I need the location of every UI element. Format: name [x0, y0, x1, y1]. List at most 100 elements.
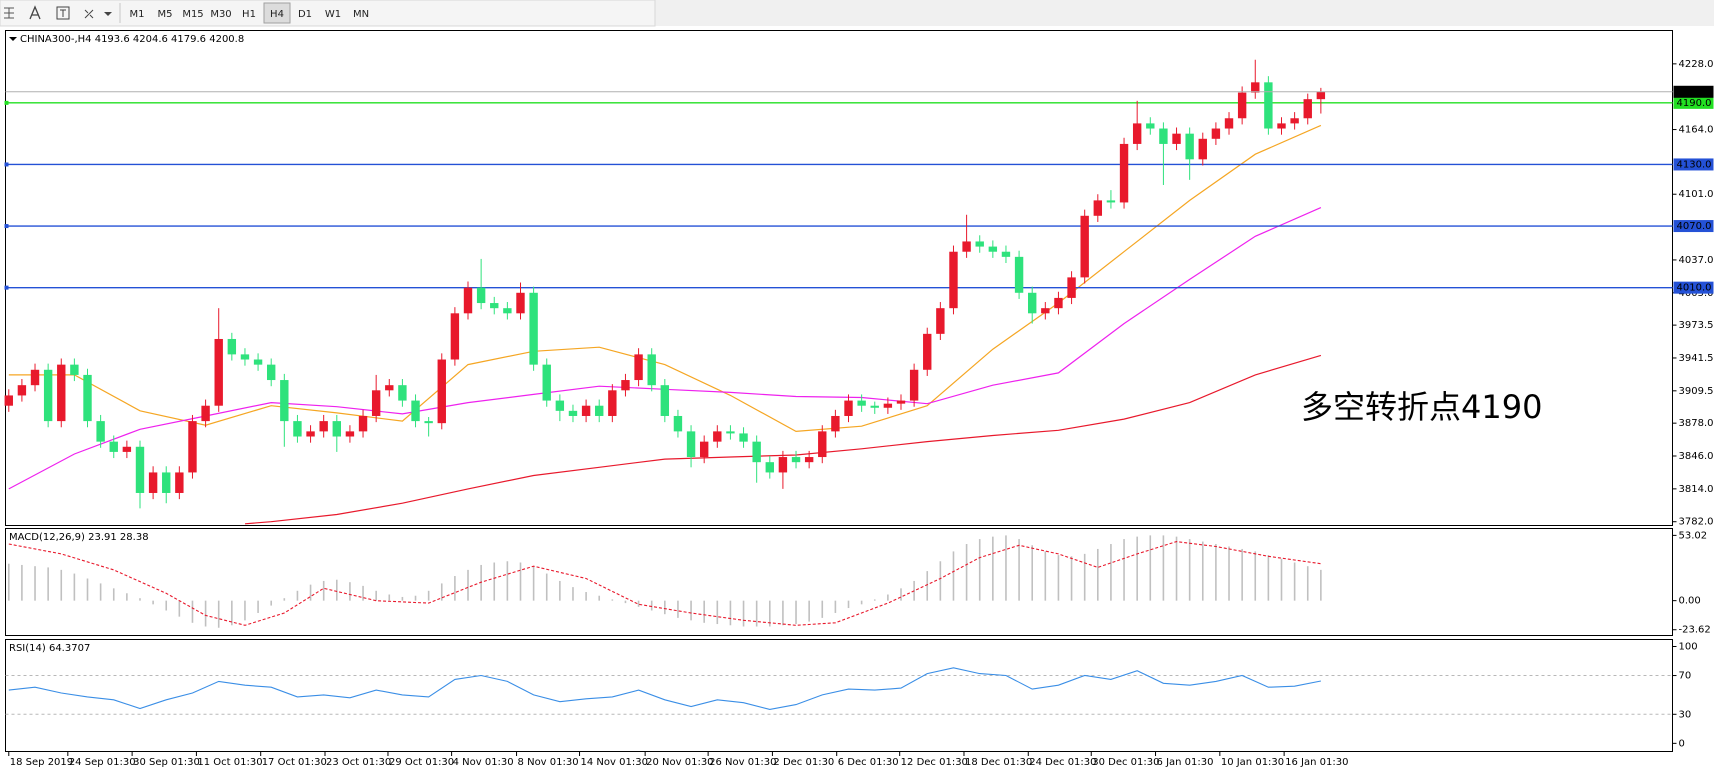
candle-body	[909, 369, 919, 401]
level-handle	[4, 224, 9, 229]
candle-body	[450, 313, 460, 360]
y-tick-label: 53.02	[1679, 530, 1708, 541]
candle-body	[1264, 82, 1273, 129]
x-tick-label: 12 Dec 01:30	[901, 757, 968, 768]
candle-body	[1106, 200, 1116, 203]
candle-body	[135, 446, 145, 493]
timeframe-label[interactable]: H4	[270, 9, 284, 20]
level-label: 4070.0	[1677, 221, 1712, 232]
x-tick-label: 4 Nov 01:30	[453, 757, 514, 768]
candle-body	[647, 354, 656, 386]
y-tick-label: 30	[1679, 709, 1692, 720]
x-tick-label: 6 Dec 01:30	[838, 757, 899, 768]
timeframe-button[interactable]	[263, 2, 291, 24]
candle-body	[844, 400, 853, 416]
tool-label[interactable]	[56, 6, 70, 20]
candle-body	[358, 415, 368, 432]
x-tick-label: 18 Dec 01:30	[965, 757, 1032, 768]
candle-body	[437, 359, 446, 424]
candle-body	[1119, 143, 1129, 203]
candle-body	[83, 374, 92, 422]
candle-body	[424, 421, 433, 424]
x-tick-label: 24 Dec 01:30	[1029, 757, 1096, 768]
x-tick-label: 30 Sep 01:30	[133, 757, 200, 768]
y-tick-label: 0	[1679, 738, 1685, 749]
candle-body	[1224, 118, 1234, 129]
chart-title: CHINA300-,H4 4193.6 4204.6 4179.6 4200.8	[20, 34, 244, 45]
x-tick-label: 18 Sep 2019	[10, 757, 73, 768]
timeframe-label[interactable]: H1	[242, 9, 256, 20]
candle-body	[949, 251, 958, 309]
timeframe-label[interactable]: W1	[325, 9, 341, 20]
y-tick-label: 3846.0	[1679, 451, 1714, 462]
candle-body	[1277, 123, 1286, 129]
x-tick-label: 20 Nov 01:30	[646, 757, 713, 768]
candle-body	[726, 431, 735, 434]
y-tick-label: 4228.0	[1679, 59, 1714, 70]
x-tick-label: 11 Oct 01:30	[197, 757, 262, 768]
y-tick-label: 100	[1679, 641, 1698, 652]
signal-line	[8, 541, 1321, 626]
candle-body	[634, 354, 643, 381]
y-tick-label: 3909.5	[1679, 386, 1714, 397]
candle-body	[699, 441, 709, 458]
main-panel	[5, 30, 1673, 526]
moving-average	[244, 354, 1322, 525]
candle-body	[555, 400, 565, 411]
y-tick-label: 70	[1679, 671, 1692, 682]
level-label: 4010.0	[1677, 283, 1712, 294]
moving-average	[8, 124, 1322, 433]
candle-body	[1067, 277, 1076, 298]
price-label: 4200.8	[1677, 87, 1712, 98]
x-tick-label: 26 Nov 01:30	[709, 757, 776, 768]
timeframe-label[interactable]: M15	[182, 9, 203, 20]
candle-body	[398, 385, 407, 401]
candle-body	[529, 292, 538, 365]
timeframe-label[interactable]: MN	[353, 9, 369, 20]
x-tick-label: 10 Jan 01:30	[1221, 757, 1284, 768]
level-label-bg	[1673, 220, 1714, 233]
y-tick-label: 4037.0	[1679, 255, 1714, 266]
candle-body	[1028, 292, 1037, 314]
candle-body	[57, 364, 66, 422]
candle-body	[4, 395, 13, 406]
timeframe-label[interactable]: D1	[298, 9, 312, 20]
x-tick-label: 14 Nov 01:30	[581, 757, 648, 768]
candle-body	[371, 390, 381, 416]
candle-body	[1054, 297, 1063, 309]
y-tick-label: 0.00	[1679, 596, 1701, 607]
candle-body	[306, 431, 315, 437]
candle-body	[227, 338, 237, 355]
candle-body	[568, 410, 578, 416]
candle-body	[791, 457, 801, 463]
tool-text[interactable]	[29, 5, 41, 20]
timeframe-label[interactable]: M1	[130, 9, 145, 20]
candle-body	[70, 364, 79, 375]
candle-body	[765, 462, 774, 473]
timeframe-label[interactable]: M5	[158, 9, 173, 20]
candle-body	[293, 421, 302, 437]
candle-body	[1159, 128, 1168, 144]
candle-body	[214, 338, 223, 406]
candle-body	[345, 431, 355, 437]
candle-body	[621, 380, 630, 391]
level-handle	[4, 100, 9, 105]
x-tick-label: 2 Dec 01:30	[773, 757, 834, 768]
candle-body	[595, 405, 604, 416]
x-tick-label: 24 Sep 01:30	[69, 757, 136, 768]
candle-body	[43, 369, 53, 422]
candle-body	[752, 441, 761, 463]
tool-arrows[interactable]	[84, 9, 112, 19]
candle-body	[385, 385, 394, 391]
candle-body	[319, 421, 328, 432]
candle-body	[266, 364, 276, 381]
candle-body	[1172, 133, 1181, 144]
candle-body	[1185, 133, 1194, 160]
candle-body	[240, 354, 250, 360]
timeframe-label[interactable]: M30	[210, 9, 231, 20]
tool-crosshair[interactable]	[4, 7, 14, 19]
candle-body	[1041, 308, 1050, 314]
candle-body	[516, 292, 525, 314]
y-tick-label: 4164.0	[1679, 125, 1714, 136]
